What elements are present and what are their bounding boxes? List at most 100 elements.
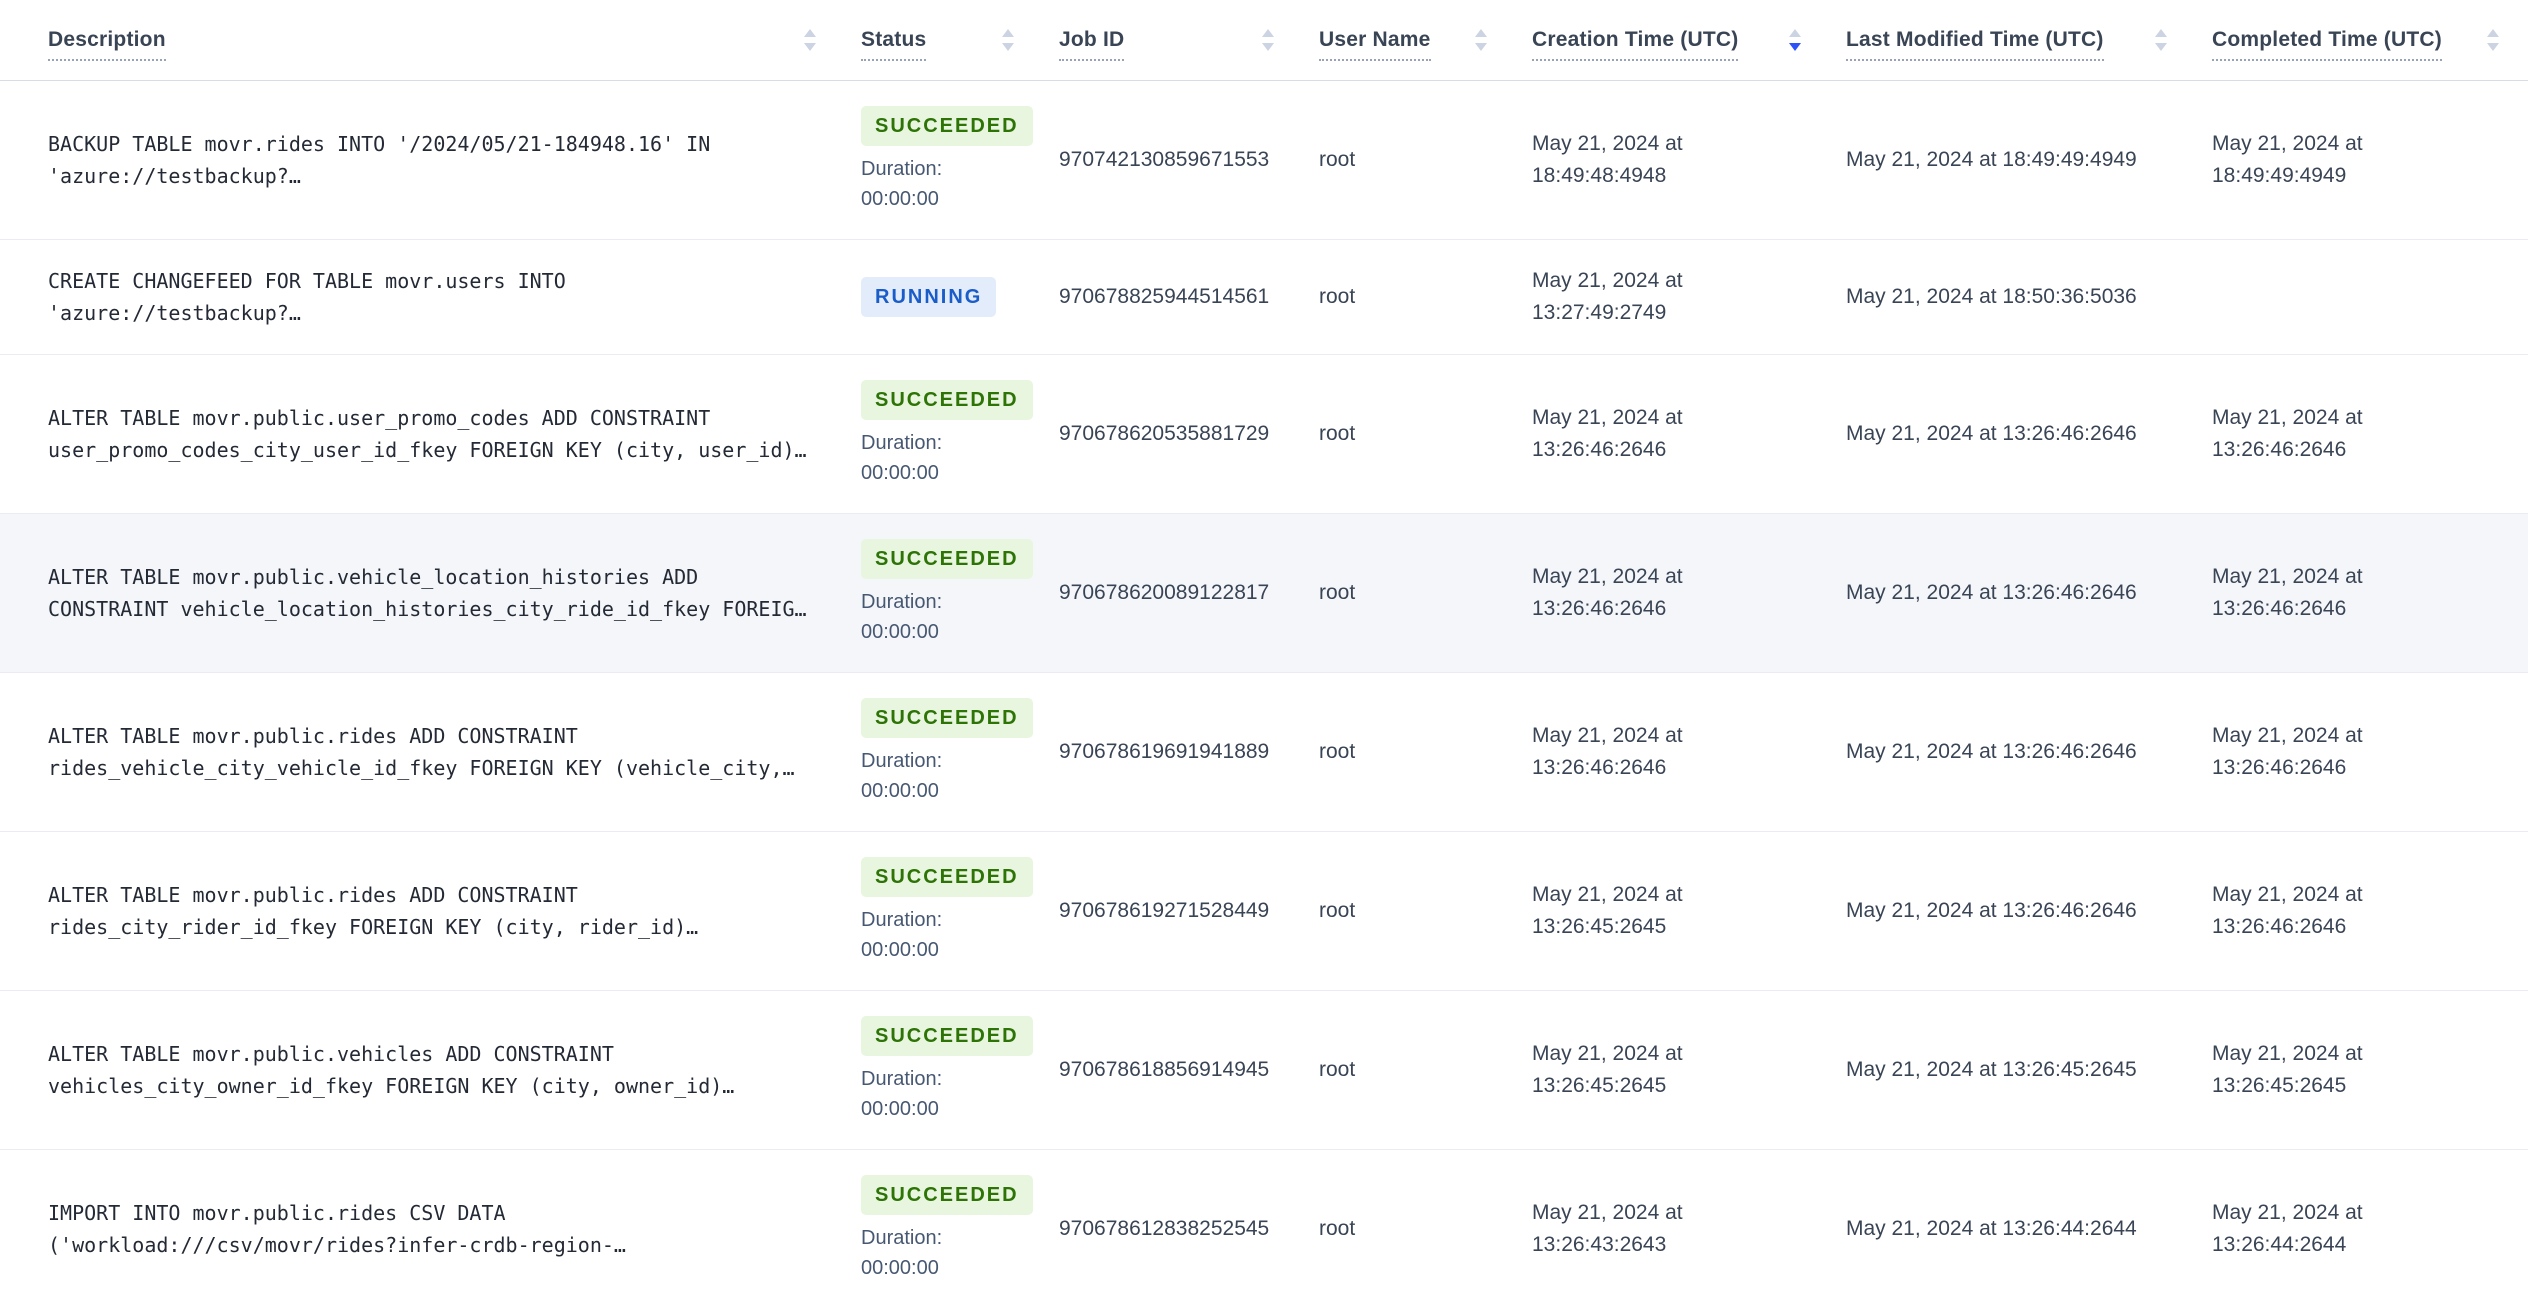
- column-header-description[interactable]: Description: [32, 0, 845, 80]
- last-modified-time-cell: May 21, 2024 at 13:26:44:2644: [1846, 1217, 2137, 1240]
- status-badge: SUCCEEDED: [861, 539, 1033, 579]
- job-id-cell: 970678825944514561: [1059, 285, 1270, 308]
- job-id-cell: 970742130859671553: [1059, 148, 1270, 171]
- job-status-cell: SUCCEEDED Duration: 00:00:00: [845, 106, 1043, 214]
- status-badge: SUCCEEDED: [861, 380, 1033, 420]
- duration-value: 00:00:00: [861, 1098, 939, 1120]
- job-duration: Duration: 00:00:00: [861, 587, 942, 647]
- job-id-cell: 970678612838252545: [1059, 1217, 1270, 1240]
- status-badge: SUCCEEDED: [861, 106, 1033, 146]
- job-row[interactable]: ALTER TABLE movr.public.user_promo_codes…: [0, 355, 2528, 514]
- creation-time-cell: May 21, 2024 at 13:26:46:2646: [1532, 724, 1683, 779]
- user-name-cell: root: [1319, 581, 1356, 604]
- sort-arrows-icon[interactable]: [1001, 28, 1015, 52]
- last-modified-time-cell: May 21, 2024 at 18:50:36:5036: [1846, 285, 2137, 308]
- creation-time-cell: May 21, 2024 at 18:49:48:4948: [1532, 132, 1683, 187]
- job-duration: Duration: 00:00:00: [861, 746, 942, 806]
- sort-arrows-icon[interactable]: [1788, 28, 1802, 52]
- job-description-cell[interactable]: ALTER TABLE movr.public.vehicle_location…: [48, 565, 807, 621]
- job-row[interactable]: CREATE CHANGEFEED FOR TABLE movr.users I…: [0, 240, 2528, 355]
- status-badge: SUCCEEDED: [861, 698, 1033, 738]
- last-modified-time-cell: May 21, 2024 at 13:26:46:2646: [1846, 740, 2137, 763]
- job-row[interactable]: ALTER TABLE movr.public.rides ADD CONSTR…: [0, 832, 2528, 991]
- sort-arrows-icon[interactable]: [2154, 28, 2168, 52]
- user-name-cell: root: [1319, 285, 1356, 308]
- completed-time-cell: May 21, 2024 at 13:26:44:2644: [2212, 1201, 2363, 1256]
- creation-time-cell: May 21, 2024 at 13:26:45:2645: [1532, 1042, 1683, 1097]
- job-row[interactable]: ALTER TABLE movr.public.vehicles ADD CON…: [0, 991, 2528, 1150]
- table-body: BACKUP TABLE movr.rides INTO '/2024/05/2…: [0, 81, 2528, 1292]
- job-status-cell: SUCCEEDED Duration: 00:00:00: [845, 857, 1043, 965]
- job-status-cell: RUNNING: [845, 277, 1043, 317]
- last-modified-time-cell: May 21, 2024 at 13:26:46:2646: [1846, 899, 2137, 922]
- creation-time-cell: May 21, 2024 at 13:26:46:2646: [1532, 565, 1683, 620]
- column-header-last-modified-time[interactable]: Last Modified Time (UTC): [1830, 0, 2196, 80]
- user-name-cell: root: [1319, 422, 1356, 445]
- user-name-cell: root: [1319, 899, 1356, 922]
- column-header-user-name[interactable]: User Name: [1303, 0, 1516, 80]
- creation-time-cell: May 21, 2024 at 13:26:45:2645: [1532, 883, 1683, 938]
- job-row[interactable]: IMPORT INTO movr.public.rides CSV DATA (…: [0, 1150, 2528, 1292]
- job-description-cell[interactable]: ALTER TABLE movr.public.vehicles ADD CON…: [48, 1042, 735, 1098]
- duration-value: 00:00:00: [861, 780, 939, 802]
- column-header-status[interactable]: Status: [845, 0, 1043, 80]
- job-duration: Duration: 00:00:00: [861, 905, 942, 965]
- job-description-cell[interactable]: ALTER TABLE movr.public.rides ADD CONSTR…: [48, 724, 795, 780]
- job-duration: Duration: 00:00:00: [861, 1064, 942, 1124]
- table-header-row: Description Status Job ID User Name Crea…: [0, 0, 2528, 81]
- column-label: Job ID: [1059, 28, 1125, 61]
- column-header-creation-time[interactable]: Creation Time (UTC): [1516, 0, 1830, 80]
- duration-label: Duration:: [861, 158, 943, 180]
- job-duration: Duration: 00:00:00: [861, 428, 942, 488]
- status-badge: RUNNING: [861, 277, 997, 317]
- job-id-cell: 970678620535881729: [1059, 422, 1270, 445]
- duration-label: Duration:: [861, 909, 943, 931]
- creation-time-cell: May 21, 2024 at 13:27:49:2749: [1532, 269, 1683, 324]
- duration-value: 00:00:00: [861, 621, 939, 643]
- duration-value: 00:00:00: [861, 1257, 939, 1279]
- job-row[interactable]: BACKUP TABLE movr.rides INTO '/2024/05/2…: [0, 81, 2528, 240]
- completed-time-cell: May 21, 2024 at 13:26:46:2646: [2212, 565, 2363, 620]
- job-description-cell[interactable]: ALTER TABLE movr.public.rides ADD CONSTR…: [48, 883, 699, 939]
- column-label: Creation Time (UTC): [1532, 28, 1739, 61]
- sort-arrows-icon[interactable]: [2486, 28, 2500, 52]
- status-badge: SUCCEEDED: [861, 1016, 1033, 1056]
- job-description-cell[interactable]: ALTER TABLE movr.public.user_promo_codes…: [48, 406, 807, 462]
- job-status-cell: SUCCEEDED Duration: 00:00:00: [845, 380, 1043, 488]
- job-description-cell[interactable]: CREATE CHANGEFEED FOR TABLE movr.users I…: [48, 269, 566, 325]
- column-header-completed-time[interactable]: Completed Time (UTC): [2196, 0, 2528, 80]
- last-modified-time-cell: May 21, 2024 at 13:26:46:2646: [1846, 422, 2137, 445]
- duration-label: Duration:: [861, 750, 943, 772]
- completed-time-cell: May 21, 2024 at 13:26:46:2646: [2212, 883, 2363, 938]
- job-description-cell[interactable]: IMPORT INTO movr.public.rides CSV DATA (…: [48, 1201, 626, 1257]
- job-row[interactable]: ALTER TABLE movr.public.rides ADD CONSTR…: [0, 673, 2528, 832]
- sort-arrows-icon[interactable]: [803, 28, 817, 52]
- job-status-cell: SUCCEEDED Duration: 00:00:00: [845, 698, 1043, 806]
- user-name-cell: root: [1319, 148, 1356, 171]
- job-status-cell: SUCCEEDED Duration: 00:00:00: [845, 1016, 1043, 1124]
- sort-arrows-icon[interactable]: [1474, 28, 1488, 52]
- duration-label: Duration:: [861, 591, 943, 613]
- job-id-cell: 970678619691941889: [1059, 740, 1270, 763]
- job-duration: Duration: 00:00:00: [861, 1223, 942, 1283]
- completed-time-cell: May 21, 2024 at 18:49:49:4949: [2212, 132, 2363, 187]
- job-id-cell: 970678618856914945: [1059, 1058, 1270, 1081]
- duration-label: Duration:: [861, 1068, 943, 1090]
- last-modified-time-cell: May 21, 2024 at 18:49:49:4949: [1846, 148, 2137, 171]
- column-label: Status: [861, 28, 927, 61]
- duration-value: 00:00:00: [861, 188, 939, 210]
- job-id-cell: 970678619271528449: [1059, 899, 1270, 922]
- user-name-cell: root: [1319, 1217, 1356, 1240]
- completed-time-cell: May 21, 2024 at 13:26:45:2645: [2212, 1042, 2363, 1097]
- duration-value: 00:00:00: [861, 939, 939, 961]
- duration-value: 00:00:00: [861, 462, 939, 484]
- creation-time-cell: May 21, 2024 at 13:26:46:2646: [1532, 406, 1683, 461]
- job-description-cell[interactable]: BACKUP TABLE movr.rides INTO '/2024/05/2…: [48, 132, 711, 188]
- last-modified-time-cell: May 21, 2024 at 13:26:45:2645: [1846, 1058, 2137, 1081]
- column-label: Last Modified Time (UTC): [1846, 28, 2104, 61]
- job-row[interactable]: ALTER TABLE movr.public.vehicle_location…: [0, 514, 2528, 673]
- sort-arrows-icon[interactable]: [1261, 28, 1275, 52]
- column-header-job-id[interactable]: Job ID: [1043, 0, 1303, 80]
- status-badge: SUCCEEDED: [861, 857, 1033, 897]
- completed-time-cell: May 21, 2024 at 13:26:46:2646: [2212, 724, 2363, 779]
